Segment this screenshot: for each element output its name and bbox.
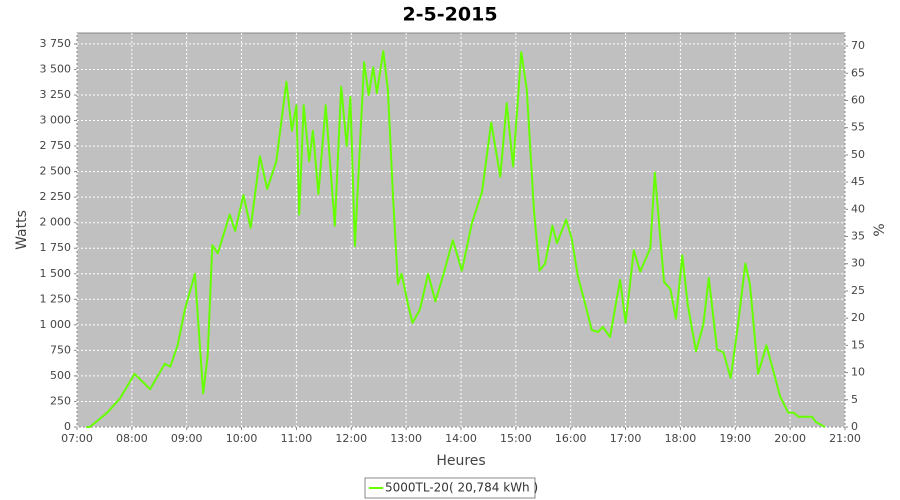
y-tick-label: 1 250 (40, 292, 72, 305)
x-tick-label: 17:00 (610, 432, 642, 445)
y2-tick-label: 20 (851, 311, 865, 324)
x-tick-label: 12:00 (335, 432, 367, 445)
y-tick-label: 3 750 (40, 37, 72, 50)
y-tick-label: 0 (64, 420, 71, 433)
y2-tick-label: 50 (851, 148, 865, 161)
y-tick-label: 2 250 (40, 190, 72, 203)
y2-tick-label: 0 (851, 420, 858, 433)
y-tick-label: 2 000 (40, 216, 72, 229)
data-line (86, 50, 826, 428)
y-tick-label: 2 500 (40, 165, 72, 178)
y-axis-title: Watts (14, 210, 30, 250)
x-tick-label: 19:00 (719, 432, 751, 445)
x-tick-label: 08:00 (116, 432, 148, 445)
y-tick-label: 3 000 (40, 114, 72, 127)
y-tick-label: 3 500 (40, 62, 72, 75)
y2-tick-label: 10 (851, 366, 865, 379)
x-tick-label: 07:00 (61, 432, 93, 445)
y2-axis-title: % (872, 223, 888, 236)
x-tick-label: 15:00 (500, 432, 532, 445)
y2-tick-label: 35 (851, 230, 865, 243)
x-tick-label: 16:00 (555, 432, 587, 445)
y2-tick-label: 60 (851, 93, 865, 106)
x-tick-label: 11:00 (281, 432, 313, 445)
y2-tick-label: 5 (851, 393, 858, 406)
y2-tick-label: 55 (851, 121, 865, 134)
y-tick-label: 1 500 (40, 267, 72, 280)
x-tick-label: 14:00 (445, 432, 477, 445)
x-axis-title: Heures (436, 453, 485, 469)
x-tick-label: 13:00 (390, 432, 422, 445)
y-tick-label: 750 (50, 343, 71, 356)
y2-tick-label: 70 (851, 39, 865, 52)
y2-tick-label: 65 (851, 66, 865, 79)
y-tick-label: 1 000 (40, 318, 72, 331)
x-tick-label: 21:00 (829, 432, 861, 445)
y2-tick-label: 45 (851, 175, 865, 188)
y2-tick-label: 30 (851, 257, 865, 270)
chart-title: 2-5-2015 (402, 4, 497, 26)
legend-label: 5000TL-20( 20,784 kWh ) (385, 481, 538, 495)
x-tick-label: 09:00 (171, 432, 203, 445)
x-tick-label: 10:00 (226, 432, 258, 445)
y-tick-label: 500 (50, 369, 71, 382)
y2-tick-label: 25 (851, 284, 865, 297)
y2-tick-label: 40 (851, 202, 865, 215)
y-tick-label: 250 (50, 394, 71, 407)
x-tick-label: 20:00 (774, 432, 806, 445)
y2-tick-label: 15 (851, 338, 865, 351)
x-tick-label: 18:00 (665, 432, 697, 445)
y-tick-label: 1 750 (40, 241, 72, 254)
y-tick-label: 2 750 (40, 139, 72, 152)
y-tick-label: 3 250 (40, 88, 72, 101)
legend (364, 477, 536, 499)
